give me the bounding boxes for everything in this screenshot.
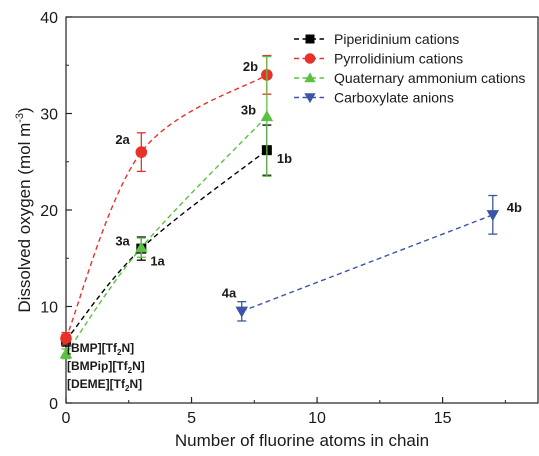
compound-label: [BMP][Tf2N] <box>67 341 134 357</box>
data-point <box>260 110 274 122</box>
y-tick-label: 20 <box>40 203 58 220</box>
y-tick-label: 0 <box>49 396 58 413</box>
point-label: 3a <box>115 234 130 249</box>
legend-marker <box>304 72 316 83</box>
series-line-1 <box>65 74 268 339</box>
legend-label: Pyrrolidinium cations <box>334 51 463 67</box>
legend: Piperidinium cations Pyrrolidinium cation… <box>294 31 525 106</box>
data-point <box>235 306 248 318</box>
legend-marker <box>304 53 316 64</box>
legend-marker <box>305 34 315 44</box>
legend-label: Piperidinium cations <box>334 31 459 47</box>
point-label: 1b <box>277 151 292 166</box>
x-axis-title: Number of fluorine atoms in chain <box>175 431 429 450</box>
data-point <box>486 210 500 222</box>
point-label: 1a <box>150 254 165 269</box>
y-axis-title: Dissolved oxygen (mol m-3) <box>14 107 34 312</box>
data-point <box>135 241 148 253</box>
y-tick-label: 30 <box>40 107 58 124</box>
series-2: 3a 3b <box>59 55 274 360</box>
data-point <box>59 347 73 359</box>
point-label: 4a <box>222 285 237 300</box>
point-label: 2a <box>115 132 130 147</box>
series-line-0 <box>65 149 268 341</box>
series-3: 4a 4b <box>222 194 522 322</box>
compound-label: [BMPip][Tf2N] <box>67 359 145 375</box>
x-tick-label: 5 <box>187 410 196 427</box>
x-tick-label: 0 <box>62 410 71 427</box>
y-tick-label: 10 <box>40 300 58 317</box>
data-point <box>60 332 72 345</box>
series-line-3 <box>241 214 494 312</box>
compound-label: [DEME][Tf2N] <box>67 377 142 393</box>
point-label: 3b <box>241 102 256 117</box>
legend-marker <box>304 93 316 104</box>
legend-label: Carboxylate anions <box>334 90 454 106</box>
x-tick-label: 10 <box>308 410 326 427</box>
series-line-2 <box>65 115 268 355</box>
legend-label: Quaternary ammonium cations <box>334 70 525 86</box>
point-label: 2b <box>243 59 258 74</box>
series-1: 2a 2b <box>60 54 273 345</box>
data-point <box>135 146 148 158</box>
y-tick-label: 40 <box>40 10 58 27</box>
point-label: 4b <box>507 200 522 215</box>
x-tick-label: 15 <box>434 410 452 427</box>
